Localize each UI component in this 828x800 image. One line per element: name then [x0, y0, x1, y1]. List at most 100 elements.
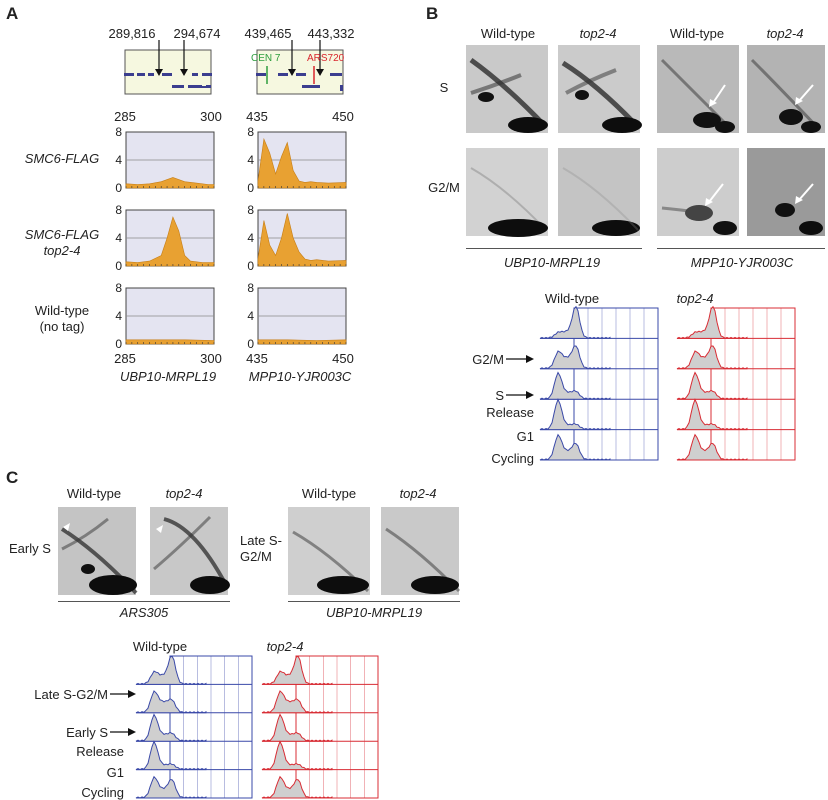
panel-letter-b: B [426, 4, 439, 23]
chip-row-label-3b: (no tag) [39, 319, 85, 334]
chip-x-tick-left-end: 300 [200, 351, 222, 366]
c-col-label-2: top2-4 [165, 486, 203, 501]
chip-signal-area [125, 216, 215, 267]
c-col-label-1: Wild-type [66, 486, 122, 501]
chip-signal-area [125, 177, 215, 189]
facs-c-top2 [261, 655, 379, 799]
b-facs-row-s: S [495, 388, 504, 403]
c-facs-row-cycling: Cycling [81, 785, 124, 800]
locus-left-marker-1: 289,816 [108, 26, 156, 41]
chip-y-tick-label: 4 [115, 309, 122, 323]
chip-plot-wt-mpp10: 8 4 0 [247, 281, 347, 351]
locus-right-marker-2: 443,332 [307, 26, 355, 41]
chip-y-tick-label: 4 [247, 231, 254, 245]
chip-y-tick-label: 0 [247, 337, 254, 351]
chip-y-tick-label: 8 [115, 281, 122, 295]
c-locus-label-1: ARS305 [119, 605, 169, 620]
b-facs-row-cycling: Cycling [491, 451, 534, 466]
panel-letter-c: C [6, 468, 19, 487]
chip-y-tick-label: 4 [115, 231, 122, 245]
chip-signal-area [125, 339, 215, 345]
panel-letter-a: A [6, 4, 19, 23]
c-row-label-late-s-2: G2/M [240, 549, 272, 564]
b-facs-arrow-s [506, 391, 534, 399]
chip-y-tick-label: 8 [247, 203, 254, 217]
c-locus-underline-2 [288, 601, 460, 602]
blot-b-g2m-wt-ubp10 [466, 148, 548, 237]
locus-right-marker-1: 439,465 [244, 26, 292, 41]
blot-c-ubp10-top2 [381, 507, 461, 595]
ars720-label: ARS720 [307, 53, 345, 64]
blot-c-ars305-top2 [150, 507, 230, 595]
facs-b-wt [539, 305, 659, 461]
blot-b-s-wt-ubp10 [466, 45, 548, 133]
facs-histogram [135, 740, 207, 771]
chip-y-tick-label: 0 [115, 181, 122, 195]
facs-histogram [261, 775, 333, 799]
blot-b-g2m-top2-mpp10 [747, 148, 825, 236]
c-locus-label-2: UBP10-MRPL19 [325, 605, 423, 620]
cen7-label: CEN 7 [251, 53, 281, 64]
b-col-label-1: Wild-type [480, 26, 536, 41]
locus-left-tick-end: 300 [200, 109, 222, 124]
chip-x-tick-right-end: 450 [332, 351, 354, 366]
locus-right-tick-start: 435 [246, 109, 268, 124]
c-facs-arrow-late [110, 690, 136, 698]
facs-histogram [676, 371, 748, 400]
locus-map-right [256, 40, 344, 95]
facs-histogram [135, 690, 207, 714]
c-locus-underline-1 [58, 601, 230, 602]
blot-c-ars305-wt [58, 507, 138, 595]
chip-row-label-3a: Wild-type [34, 303, 90, 318]
chip-y-tick-label: 8 [247, 281, 254, 295]
c-col-label-4: top2-4 [399, 486, 437, 501]
facs-histogram [539, 433, 611, 461]
chip-row-label-2b: top2-4 [43, 243, 81, 258]
c-facs-row-late: Late S-G2/M [34, 687, 108, 702]
b-col-label-4: top2-4 [766, 26, 804, 41]
b-locus-underline-1 [466, 248, 642, 249]
b-col-label-2: top2-4 [579, 26, 617, 41]
b-facs-col-wt: Wild-type [544, 291, 600, 306]
facs-histogram [135, 713, 207, 742]
c-row-label-early-s: Early S [9, 541, 51, 556]
facs-histogram [539, 345, 611, 370]
chip-locus-name-right: MPP10-YJR003C [248, 369, 352, 384]
chip-y-tick-label: 0 [115, 259, 122, 273]
chip-x-tick-right-start: 435 [246, 351, 268, 366]
facs-histogram [676, 433, 748, 461]
b-row-label-g2m: G2/M [428, 180, 460, 195]
facs-histogram [676, 305, 748, 339]
facs-histogram [135, 655, 207, 685]
chip-x-tick-left-start: 285 [114, 351, 136, 366]
chip-plot-smc6-top2-mpp10: 8 4 0 [247, 203, 347, 273]
facs-histogram [539, 398, 611, 431]
locus-left-tick-start: 285 [114, 109, 136, 124]
b-facs-row-release: Release [486, 405, 534, 420]
chip-y-tick-label: 8 [115, 203, 122, 217]
c-facs-arrow-early [110, 728, 136, 736]
chip-y-tick-label: 4 [115, 153, 122, 167]
b-facs-col-top2: top2-4 [676, 291, 714, 306]
chip-signal-area [257, 213, 347, 267]
facs-histogram [261, 740, 333, 771]
c-facs-col-wt: Wild-type [132, 639, 188, 654]
chip-y-tick-label: 4 [247, 309, 254, 323]
b-col-label-3: Wild-type [669, 26, 725, 41]
facs-histogram [261, 690, 333, 714]
blot-b-g2m-wt-mpp10 [657, 148, 739, 236]
chip-plot-wt-ubp10: 8 4 0 [115, 281, 215, 351]
chip-y-tick-label: 8 [247, 125, 254, 139]
blot-b-s-top2-mpp10 [747, 45, 825, 133]
chip-signal-area [257, 339, 347, 345]
chip-plot-smc6-top2-ubp10: 8 4 0 [115, 203, 215, 273]
facs-c-wt [135, 655, 253, 799]
blot-b-s-wt-mpp10 [657, 45, 739, 133]
b-locus-label-1: UBP10-MRPL19 [503, 255, 601, 270]
blot-b-g2m-top2-ubp10 [558, 148, 640, 236]
chip-row-label-2a: SMC6-FLAG [24, 227, 100, 242]
blot-c-ubp10-wt [288, 507, 370, 595]
c-col-label-3: Wild-type [301, 486, 357, 501]
facs-histogram [135, 775, 207, 799]
facs-histogram [261, 655, 333, 685]
